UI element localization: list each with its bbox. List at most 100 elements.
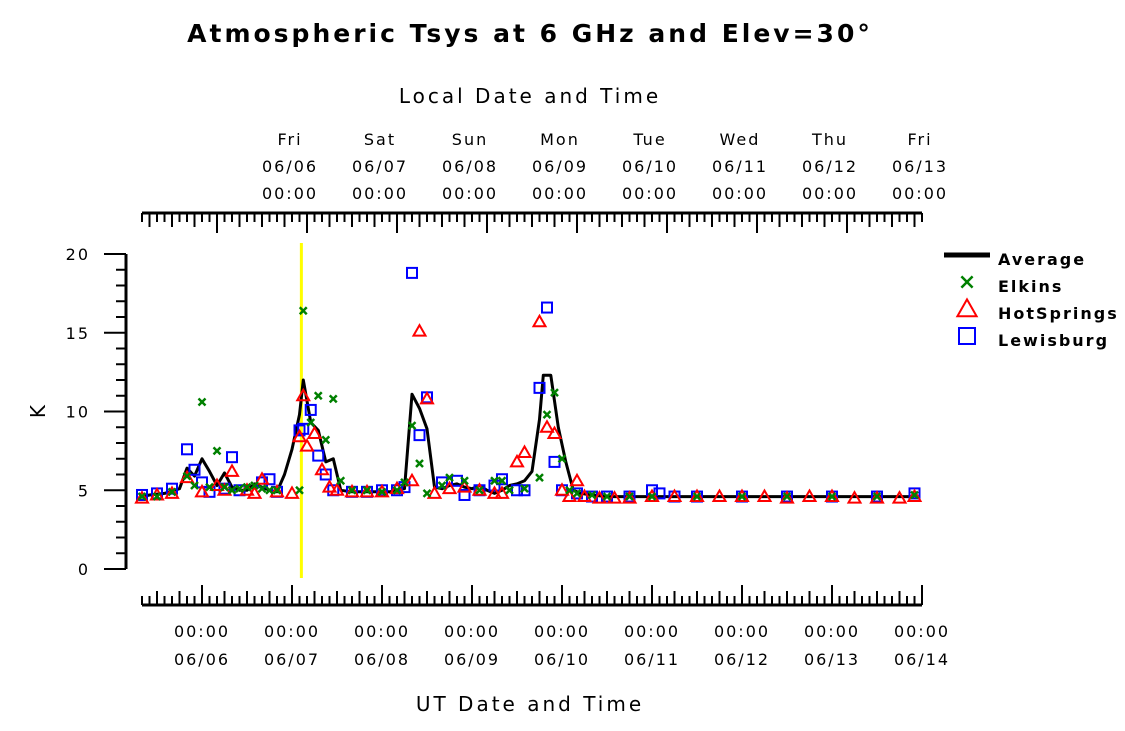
data-point-lewisburg	[166, 482, 178, 495]
bottom-tick-date: 06/09	[444, 650, 500, 669]
data-point-elkins	[505, 485, 514, 495]
data-point-elkins	[550, 388, 559, 397]
top-tick-date: 06/06	[262, 157, 318, 176]
data-point-hotsprings	[426, 485, 443, 499]
data-point-hotsprings	[359, 483, 375, 498]
data-point-hotsprings	[516, 444, 533, 458]
data-point-hotsprings	[194, 483, 210, 498]
data-point-hotsprings	[419, 390, 435, 405]
top-tick-time: 00:00	[712, 184, 768, 203]
data-point-elkins	[460, 476, 469, 486]
data-point-hotsprings	[314, 461, 330, 476]
data-point-lewisburg	[312, 449, 325, 462]
data-point-elkins	[587, 490, 597, 500]
data-point-elkins	[572, 489, 582, 498]
data-point-elkins	[415, 459, 424, 468]
data-point-lewisburg	[541, 301, 553, 314]
legend-swatch-hotsprings	[955, 297, 979, 318]
data-point-hotsprings	[209, 477, 225, 492]
axes: 0 5 10 15 20 00:00 06/06 00:00 06/07 00:00 06/08 00…	[66, 130, 950, 669]
bottom-tick-date: 06/12	[714, 650, 770, 669]
top-tick-time: 00:00	[532, 184, 588, 203]
data-point-hotsprings	[441, 480, 458, 495]
data-point-hotsprings	[756, 488, 773, 503]
data-point-hotsprings	[404, 472, 420, 487]
bottom-tick-time: 00:00	[354, 622, 410, 641]
data-point-elkins	[328, 394, 338, 404]
data-point-hotsprings	[486, 485, 503, 499]
top-tick-time: 00:00	[622, 184, 678, 203]
data-point-elkins	[497, 476, 507, 486]
data-point-lewisburg	[908, 487, 921, 500]
top-tick-date: 06/07	[352, 157, 408, 176]
legend-label-lewisburg: Lewisburg	[998, 331, 1109, 350]
data-point-elkins	[190, 481, 199, 490]
data-point-hotsprings	[321, 479, 338, 493]
data-point-elkins	[692, 492, 702, 501]
y-tick-label: 0	[78, 560, 90, 579]
data-point-elkins	[167, 487, 177, 497]
top-tick-day: Tue	[632, 130, 666, 149]
top-tick-time: 00:00	[442, 184, 498, 203]
legend-swatch-lewisburg	[958, 327, 976, 345]
data-point-hotsprings	[329, 482, 345, 496]
data-point-elkins	[272, 485, 282, 495]
data-point-hotsprings	[846, 490, 863, 504]
data-point-hotsprings	[246, 485, 263, 499]
bottom-tick-time: 00:00	[894, 622, 950, 641]
data-point-elkins	[422, 489, 432, 498]
data-point-elkins	[602, 492, 612, 501]
data-point-elkins	[407, 421, 417, 431]
top-tick-day: Wed	[720, 130, 761, 149]
data-point-hotsprings	[291, 428, 308, 443]
data-point-hotsprings	[269, 483, 285, 498]
data-point-lewisburg	[533, 381, 546, 394]
y-tick-label: 15	[66, 324, 90, 343]
legend-label-average: Average	[998, 250, 1086, 269]
data-point-elkins	[336, 476, 346, 486]
data-point-hotsprings	[591, 490, 608, 504]
bottom-tick-date: 06/10	[534, 650, 590, 669]
chart-title: Atmospheric Tsys at 6 GHz and Elev=30°	[187, 19, 873, 48]
bottom-tick-time: 00:00	[264, 622, 320, 641]
data-point-elkins	[782, 492, 792, 501]
legend: Average Elkins HotSprings Lewisburg	[944, 250, 1117, 350]
data-point-lewisburg	[297, 422, 310, 435]
top-tick-day: Sat	[364, 130, 396, 149]
data-point-hotsprings	[554, 482, 570, 496]
data-point-hotsprings	[644, 488, 660, 503]
data-point-elkins	[535, 473, 544, 483]
data-point-hotsprings	[224, 463, 240, 477]
data-point-hotsprings	[179, 469, 195, 484]
top-tick-date: 06/10	[622, 157, 678, 176]
data-point-hotsprings	[134, 490, 150, 504]
data-point-hotsprings	[689, 488, 705, 503]
data-point-elkins	[347, 485, 357, 495]
data-point-elkins	[227, 485, 237, 495]
series-lewisburg	[136, 266, 921, 503]
data-point-elkins	[220, 482, 229, 492]
bottom-tick-date: 06/14	[894, 650, 950, 669]
data-point-hotsprings	[471, 482, 488, 496]
data-point-hotsprings	[666, 488, 683, 503]
y-tick-label: 10	[66, 403, 90, 422]
data-point-lewisburg	[226, 451, 238, 464]
data-point-hotsprings	[621, 490, 638, 504]
data-point-elkins	[298, 306, 308, 316]
data-point-hotsprings	[779, 490, 795, 504]
data-point-elkins	[910, 490, 919, 500]
top-tick-time: 00:00	[802, 184, 858, 203]
data-point-lewisburg	[304, 403, 317, 416]
data-point-elkins	[872, 492, 882, 501]
data-point-elkins	[321, 435, 331, 445]
data-point-hotsprings	[306, 425, 323, 440]
data-point-hotsprings	[374, 483, 390, 498]
data-point-hotsprings	[539, 419, 555, 433]
data-point-elkins	[205, 482, 214, 492]
data-point-hotsprings	[869, 490, 885, 504]
data-point-elkins	[152, 492, 162, 501]
data-point-hotsprings	[494, 485, 510, 499]
data-point-hotsprings	[546, 425, 563, 440]
data-point-elkins	[542, 410, 552, 420]
